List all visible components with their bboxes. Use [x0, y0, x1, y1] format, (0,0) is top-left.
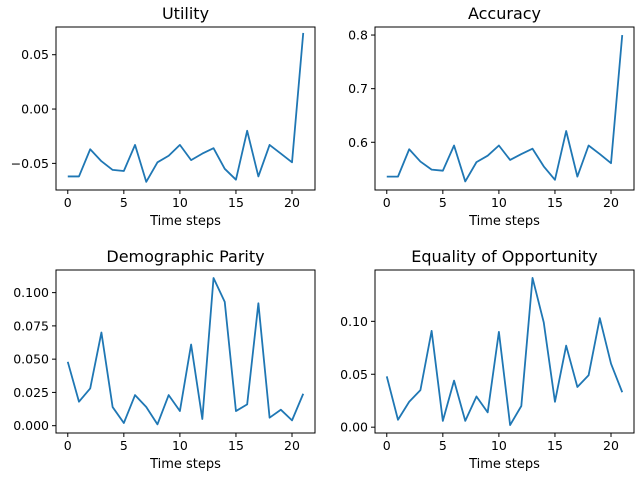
demographic-parity-y-tick-label: 0.025 [13, 385, 49, 400]
demographic-parity-y-tick-label: 0.000 [13, 418, 49, 433]
equality-of-opportunity-x-tick-label: 15 [547, 438, 563, 453]
equality-of-opportunity-x-tick-label: 0 [383, 438, 391, 453]
demographic-parity-chart: Demographic Parity 0 5 10 15 20 0.000 0.025 0.05… [13, 247, 316, 472]
demographic-parity-y-tick-label: 0.100 [13, 285, 49, 300]
demographic-parity-x-tick-label: 0 [64, 438, 72, 453]
utility-y-tick-label: 0.05 [21, 47, 49, 62]
accuracy-x-tick-label: 5 [439, 195, 447, 210]
demographic-parity-series-line [66, 277, 305, 426]
accuracy-x-tick-label: 0 [383, 195, 391, 210]
accuracy-chart: Accuracy 0 5 10 15 20 0.6 0.7 0.8 Time steps [348, 4, 635, 229]
utility-x-tick-label: 10 [172, 195, 188, 210]
utility-x-tick-label: 5 [120, 195, 128, 210]
equality-of-opportunity-y-tick-label: 0.10 [340, 314, 368, 329]
accuracy-y-tick-label: 0.6 [348, 135, 368, 150]
equality-of-opportunity-x-tick-label: 10 [491, 438, 507, 453]
demographic-parity-x-axis-label: Time steps [149, 457, 221, 472]
accuracy-y-tick-label: 0.8 [348, 28, 368, 43]
demographic-parity-x-tick-label: 20 [284, 438, 300, 453]
accuracy-x-axis-label: Time steps [468, 214, 540, 229]
accuracy-x-tick-label: 15 [547, 195, 563, 210]
demographic-parity-title: Demographic Parity [106, 247, 264, 266]
accuracy-title: Accuracy [468, 4, 541, 23]
demographic-parity-y-tick-label: 0.050 [13, 352, 49, 367]
demographic-parity-x-tick-label: 15 [228, 438, 244, 453]
utility-x-axis-label: Time steps [149, 214, 221, 229]
utility-chart: Utility 0 5 10 15 20 −0.05 0.00 0.05 Time steps [11, 4, 316, 229]
utility-y-tick-label: −0.05 [11, 156, 49, 171]
equality-of-opportunity-chart: Equality of Opportunity 0 5 10 15 20 0.00 0.05 0… [340, 247, 635, 472]
accuracy-x-tick-label: 10 [491, 195, 507, 210]
equality-of-opportunity-y-tick-label: 0.05 [340, 367, 368, 382]
accuracy-axes-frame [374, 26, 635, 191]
accuracy-x-tick-label: 20 [603, 195, 619, 210]
accuracy-series-line [386, 34, 624, 183]
utility-x-tick-label: 0 [64, 195, 72, 210]
demographic-parity-x-tick-label: 5 [120, 438, 128, 453]
accuracy-y-tick-label: 0.7 [348, 81, 368, 96]
demographic-parity-x-tick-label: 10 [172, 438, 188, 453]
utility-y-tick-label: 0.00 [21, 102, 49, 117]
equality-of-opportunity-title: Equality of Opportunity [411, 247, 597, 266]
utility-x-tick-label: 15 [228, 195, 244, 210]
utility-axes-frame [55, 26, 316, 191]
equality-of-opportunity-x-axis-label: Time steps [468, 457, 540, 472]
equality-of-opportunity-axes-frame [374, 269, 635, 434]
equality-of-opportunity-x-tick-label: 20 [603, 438, 619, 453]
utility-series-line [67, 32, 305, 183]
utility-title: Utility [162, 4, 209, 23]
equality-of-opportunity-series-line [385, 277, 624, 426]
demographic-parity-axes-frame [55, 269, 316, 434]
equality-of-opportunity-x-tick-label: 5 [439, 438, 447, 453]
equality-of-opportunity-y-tick-label: 0.00 [340, 420, 368, 435]
demographic-parity-y-tick-label: 0.075 [13, 318, 49, 333]
utility-x-tick-label: 20 [284, 195, 300, 210]
